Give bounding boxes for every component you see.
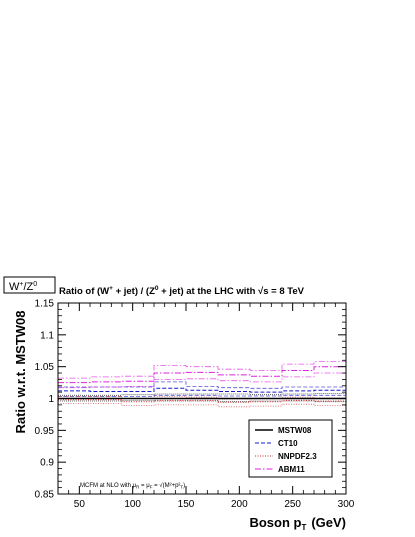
y-axis-label: Ratio w.r.t. MSTW08 xyxy=(13,310,28,433)
series-lines xyxy=(58,366,346,403)
abm11-band-high xyxy=(58,361,346,379)
mstw08-band-high xyxy=(58,393,346,396)
x-tick-label: 200 xyxy=(231,499,248,510)
chart-title: Ratio of (W+ + jet) / (Z0 + jet) at the … xyxy=(59,285,305,297)
axis-ticks xyxy=(57,302,347,495)
legend-label: CT10 xyxy=(278,439,298,448)
abm11-line xyxy=(58,366,346,384)
ct10-band-low xyxy=(58,394,346,397)
x-tick-label: 150 xyxy=(178,499,195,510)
x-tick-labels: 50 100 150 200 250 300 xyxy=(74,499,355,510)
nnpdf2-3-band-low xyxy=(58,403,346,408)
legend-label: ABM11 xyxy=(278,465,305,474)
y-tick-label: 1.1 xyxy=(40,330,54,341)
x-axis-label: Boson pT (GeV) xyxy=(249,515,346,532)
ratio-tag-box xyxy=(3,276,56,294)
y-tick-label: 1.05 xyxy=(35,362,55,373)
y-tick-labels: 0.85 0.9 0.95 1 1.05 1.1 1.15 xyxy=(35,299,55,501)
nnpdf2-3-line xyxy=(58,399,346,403)
ct10-line xyxy=(58,387,346,393)
y-tick-label: 1 xyxy=(48,394,54,405)
mstw08-band-low xyxy=(58,400,346,403)
legend-label: MSTW08 xyxy=(278,426,312,435)
x-tick-label: 100 xyxy=(124,499,141,510)
ct10-band-high xyxy=(58,381,346,389)
ratio-tag: W+/Z0 xyxy=(9,281,37,293)
y-tick-label: 0.85 xyxy=(35,490,55,501)
legend-label: NNPDF2.3 xyxy=(278,452,317,461)
y-tick-label: 1.15 xyxy=(35,299,55,310)
x-tick-label: 300 xyxy=(338,499,355,510)
mcfm-annotation: MCFM at NLO with μR = μF = √(M²+p²T) xyxy=(80,482,185,490)
y-tick-label: 0.9 xyxy=(40,458,54,469)
x-tick-label: 250 xyxy=(284,499,301,510)
legend: MSTW08 CT10 NNPDF2.3 ABM11 xyxy=(255,426,317,474)
x-tick-label: 50 xyxy=(74,499,86,510)
abm11-band-low xyxy=(58,372,346,389)
y-tick-label: 0.95 xyxy=(35,426,55,437)
